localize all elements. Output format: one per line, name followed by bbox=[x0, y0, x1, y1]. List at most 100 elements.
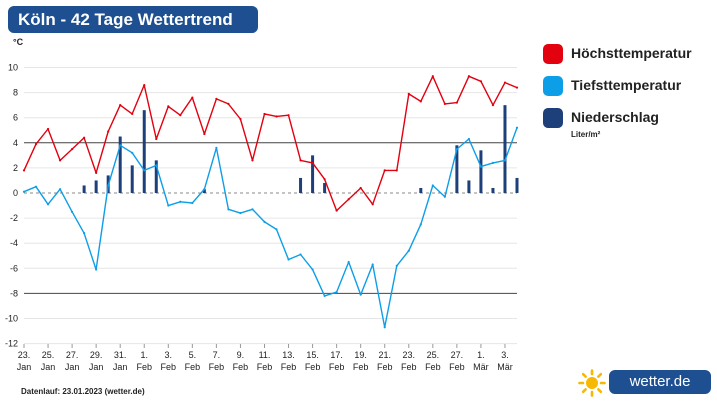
low-temp-point bbox=[515, 126, 519, 129]
high-temp-point bbox=[191, 96, 194, 99]
x-tick-month: Jan bbox=[17, 362, 32, 372]
high-temp-point bbox=[287, 114, 290, 117]
precip-bar bbox=[118, 136, 122, 193]
y-axis-unit: °C bbox=[13, 37, 24, 47]
high-temp-point bbox=[167, 105, 170, 108]
precip-bar bbox=[130, 165, 134, 193]
x-tick-day: 11. bbox=[259, 350, 271, 360]
low-temp-point bbox=[275, 228, 278, 231]
low-temp-point bbox=[263, 220, 266, 223]
low-temp-point bbox=[467, 137, 471, 141]
high-temp-point bbox=[323, 178, 326, 181]
high-temp-point bbox=[419, 100, 422, 103]
high-temp-point bbox=[479, 80, 483, 83]
precip-bar bbox=[479, 150, 483, 193]
high-temp-point bbox=[46, 127, 50, 131]
high-temp-point bbox=[179, 114, 182, 117]
high-temp-point bbox=[22, 169, 26, 172]
precip-bar bbox=[515, 177, 519, 193]
precip-bar bbox=[311, 155, 315, 193]
high-temp-point bbox=[119, 104, 122, 107]
x-tick-month: Feb bbox=[329, 362, 345, 372]
x-tick-month: Feb bbox=[257, 362, 273, 372]
brand-logo[interactable]: wetter.de bbox=[578, 368, 713, 397]
low-temp-point bbox=[455, 147, 458, 151]
low-temp-point bbox=[167, 204, 170, 207]
x-tick-day: 1. bbox=[140, 350, 148, 360]
x-tick-day: 15. bbox=[306, 350, 319, 360]
x-tick-month: Jan bbox=[89, 362, 104, 372]
x-tick-month: Feb bbox=[209, 362, 225, 372]
low-temp-point bbox=[22, 190, 26, 193]
low-temp-point bbox=[503, 159, 507, 162]
x-tick-month: Jan bbox=[65, 362, 80, 372]
x-tick-day: 3. bbox=[501, 350, 509, 360]
y-tick-label: -6 bbox=[10, 263, 18, 273]
low-temp-point bbox=[479, 165, 483, 168]
low-temp-point bbox=[311, 268, 314, 271]
x-tick-month: Mär bbox=[497, 362, 513, 372]
high-temp-point bbox=[131, 112, 134, 116]
low-temp-point bbox=[34, 185, 38, 188]
high-temp-point bbox=[155, 137, 158, 141]
low-temp-point bbox=[443, 195, 446, 198]
y-tick-label: 10 bbox=[8, 63, 18, 73]
high-temp-point bbox=[95, 171, 98, 175]
high-temp-point bbox=[299, 159, 302, 162]
legend-label-low-temp: Tiefsttemperatur bbox=[571, 77, 682, 93]
low-temp-point bbox=[227, 208, 230, 211]
x-tick-month: Feb bbox=[449, 362, 465, 372]
x-tick-month: Feb bbox=[377, 362, 393, 372]
y-tick-label: -4 bbox=[10, 238, 18, 248]
high-temp-point bbox=[263, 112, 266, 116]
low-temp-point bbox=[299, 253, 302, 256]
x-tick-month: Feb bbox=[353, 362, 369, 372]
x-tick-day: 31. bbox=[114, 350, 127, 360]
y-tick-label: -2 bbox=[10, 213, 18, 223]
low-temp-point bbox=[395, 264, 398, 267]
low-temp-point bbox=[371, 263, 374, 266]
high-temp-point bbox=[515, 86, 519, 89]
x-tick-month: Feb bbox=[233, 362, 249, 372]
high-temp-point bbox=[70, 147, 74, 151]
high-temp-point bbox=[83, 136, 86, 139]
legend-label-precipitation: Niederschlag bbox=[571, 109, 659, 125]
high-temp-point bbox=[443, 102, 446, 105]
low-temp-point bbox=[58, 188, 62, 191]
legend-swatch-low-temp bbox=[543, 76, 563, 96]
x-tick-day: 7. bbox=[213, 350, 221, 360]
x-tick-day: 25. bbox=[427, 350, 440, 360]
data-run-note: Datenlauf: 23.01.2023 (wetter.de) bbox=[21, 387, 145, 396]
chart-title: Köln - 42 Tage Wettertrend bbox=[8, 6, 258, 33]
high-temp-point bbox=[383, 169, 386, 172]
low-temp-point bbox=[251, 208, 254, 211]
low-temp-point bbox=[95, 268, 98, 271]
x-tick-day: 27. bbox=[451, 350, 464, 360]
low-temp-point bbox=[179, 200, 182, 203]
x-tick-day: 13. bbox=[282, 350, 295, 360]
low-temp-point bbox=[287, 258, 290, 261]
legend-precipitation-unit: Liter/m² bbox=[571, 130, 601, 139]
high-temp-point bbox=[407, 92, 410, 95]
low-temp-point bbox=[70, 210, 74, 213]
y-tick-label: 4 bbox=[13, 138, 18, 148]
x-tick-month: Jan bbox=[41, 362, 56, 372]
x-tick-day: 23. bbox=[18, 350, 31, 360]
low-temp-point bbox=[203, 188, 206, 191]
low-temp-point bbox=[107, 184, 110, 187]
y-tick-label: -8 bbox=[10, 288, 18, 298]
precip-bar bbox=[455, 145, 459, 193]
x-tick-day: 9. bbox=[237, 350, 245, 360]
precip-bar bbox=[467, 180, 471, 193]
low-temp-point bbox=[215, 146, 218, 149]
low-temp-point bbox=[359, 293, 362, 296]
high-temp-point bbox=[467, 75, 471, 78]
high-temp-point bbox=[311, 161, 314, 164]
low-temp-point bbox=[239, 211, 242, 215]
x-tick-day: 21. bbox=[378, 350, 391, 360]
x-tick-month: Feb bbox=[136, 362, 152, 372]
precip-bar bbox=[154, 160, 158, 193]
precip-bar bbox=[419, 187, 423, 193]
high-temp-line bbox=[23, 75, 518, 212]
